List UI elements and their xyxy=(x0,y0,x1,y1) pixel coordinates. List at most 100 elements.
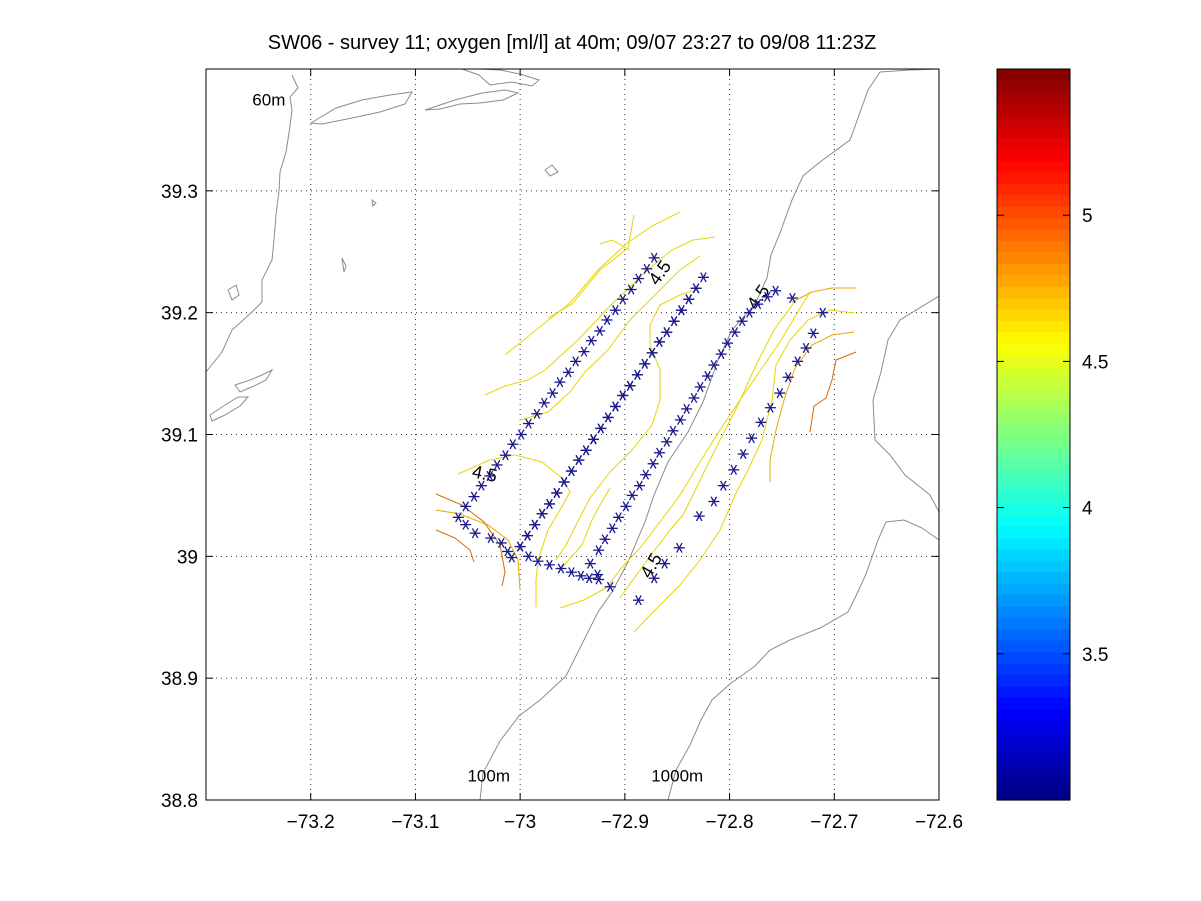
x-tick-label: −72.8 xyxy=(706,812,754,833)
y-tick-label: 38.8 xyxy=(161,791,198,812)
station-marker xyxy=(562,367,574,378)
colorbar-band xyxy=(997,274,1070,287)
station-marker xyxy=(506,552,518,563)
station-marker xyxy=(728,464,740,475)
bathymetry-contours xyxy=(206,69,939,800)
isobath-labels: 60m 100m 1000m xyxy=(252,91,703,786)
y-tick-label: 38.9 xyxy=(161,669,198,690)
station-marker xyxy=(580,445,592,456)
colorbar-band xyxy=(997,148,1070,161)
colorbar-band xyxy=(997,777,1070,790)
station-marker xyxy=(592,569,604,580)
colorbar-band xyxy=(997,320,1070,333)
station-marker xyxy=(599,534,611,545)
station-marker xyxy=(499,450,511,461)
station-marker xyxy=(688,392,700,404)
station-marker xyxy=(578,346,590,357)
station-marker xyxy=(674,414,686,425)
station-marker xyxy=(648,252,660,263)
station-marker xyxy=(491,459,503,471)
station-marker xyxy=(690,283,702,294)
colorbar-band xyxy=(997,217,1070,230)
station-marker xyxy=(551,487,563,499)
colorbar-band xyxy=(997,662,1070,675)
station-marker xyxy=(661,327,673,338)
station-marker xyxy=(584,558,596,569)
colorbar-band xyxy=(997,286,1070,299)
colorbar-band xyxy=(997,103,1070,116)
station-marker xyxy=(617,294,629,305)
colorbar-band xyxy=(997,411,1070,424)
station-marker xyxy=(602,412,614,423)
station-marker xyxy=(587,434,599,445)
station-marker xyxy=(736,316,748,327)
colorbar-band xyxy=(997,194,1070,207)
station-marker xyxy=(452,512,464,523)
colorbar-band xyxy=(997,457,1070,470)
station-marker xyxy=(743,307,755,318)
station-marker xyxy=(609,401,621,412)
station-marker xyxy=(715,349,727,360)
contour-line xyxy=(435,493,506,587)
chart-title: SW06 - survey 11; oxygen [ml/l] at 40m; … xyxy=(268,32,877,54)
colorbar-band xyxy=(997,206,1070,219)
station-marker xyxy=(617,390,629,401)
station-marker xyxy=(653,447,665,458)
colorbar-bands xyxy=(997,69,1070,801)
station-marker xyxy=(807,328,819,339)
colorbar-band xyxy=(997,594,1070,607)
isobath-label: 60m xyxy=(252,91,285,110)
station-marker xyxy=(495,537,507,549)
colorbar-tick-label: 5 xyxy=(1082,206,1093,227)
colorbar-band xyxy=(997,537,1070,550)
station-marker xyxy=(532,556,544,567)
x-tick-label: −73 xyxy=(504,812,536,833)
station-marker xyxy=(673,542,685,553)
station-marker xyxy=(604,581,616,592)
colorbar-band xyxy=(997,69,1070,82)
colorbar-band xyxy=(997,697,1070,710)
colorbar-band xyxy=(997,503,1070,516)
station-marker xyxy=(570,356,582,367)
contour-line xyxy=(435,529,475,563)
colorbar-band xyxy=(997,708,1070,721)
contour-line xyxy=(809,351,857,433)
station-marker xyxy=(547,387,559,399)
station-marker xyxy=(536,508,548,519)
colorbar-band xyxy=(997,228,1070,241)
station-marker xyxy=(624,380,636,391)
axis-ticks: −73.2 −73.1 −73 −72.9 −72.8 −72.7 −72.6 38.8 38.… xyxy=(161,69,963,833)
contour-line xyxy=(791,287,856,303)
colorbar-band xyxy=(997,365,1070,378)
station-marker xyxy=(717,480,729,491)
x-tick-label: −73.1 xyxy=(391,812,439,833)
contour-line xyxy=(547,214,635,319)
station-marker xyxy=(620,501,632,512)
station-marker xyxy=(694,381,706,393)
station-marker xyxy=(460,501,472,512)
station-marker xyxy=(702,370,714,382)
contour-line xyxy=(599,239,631,251)
colorbar-band xyxy=(997,514,1070,527)
station-marker xyxy=(485,532,497,544)
station-marker xyxy=(640,469,652,480)
station-marker xyxy=(729,327,741,338)
contour-line xyxy=(557,487,611,573)
y-tick-label: 39.2 xyxy=(161,304,198,325)
colorbar-band xyxy=(997,251,1070,264)
station-marker xyxy=(585,335,597,346)
station-marker xyxy=(523,418,535,429)
station-marker xyxy=(632,595,644,606)
colorbar-band xyxy=(997,651,1070,664)
station-marker xyxy=(668,316,680,327)
axes-background xyxy=(206,69,939,800)
station-marker xyxy=(708,496,720,507)
colorbar-band xyxy=(997,160,1070,173)
station-marker xyxy=(484,470,496,482)
y-tick-label: 39.1 xyxy=(161,426,198,447)
colorbar-band xyxy=(997,731,1070,744)
station-marker xyxy=(693,511,705,522)
colorbar-band xyxy=(997,582,1070,596)
